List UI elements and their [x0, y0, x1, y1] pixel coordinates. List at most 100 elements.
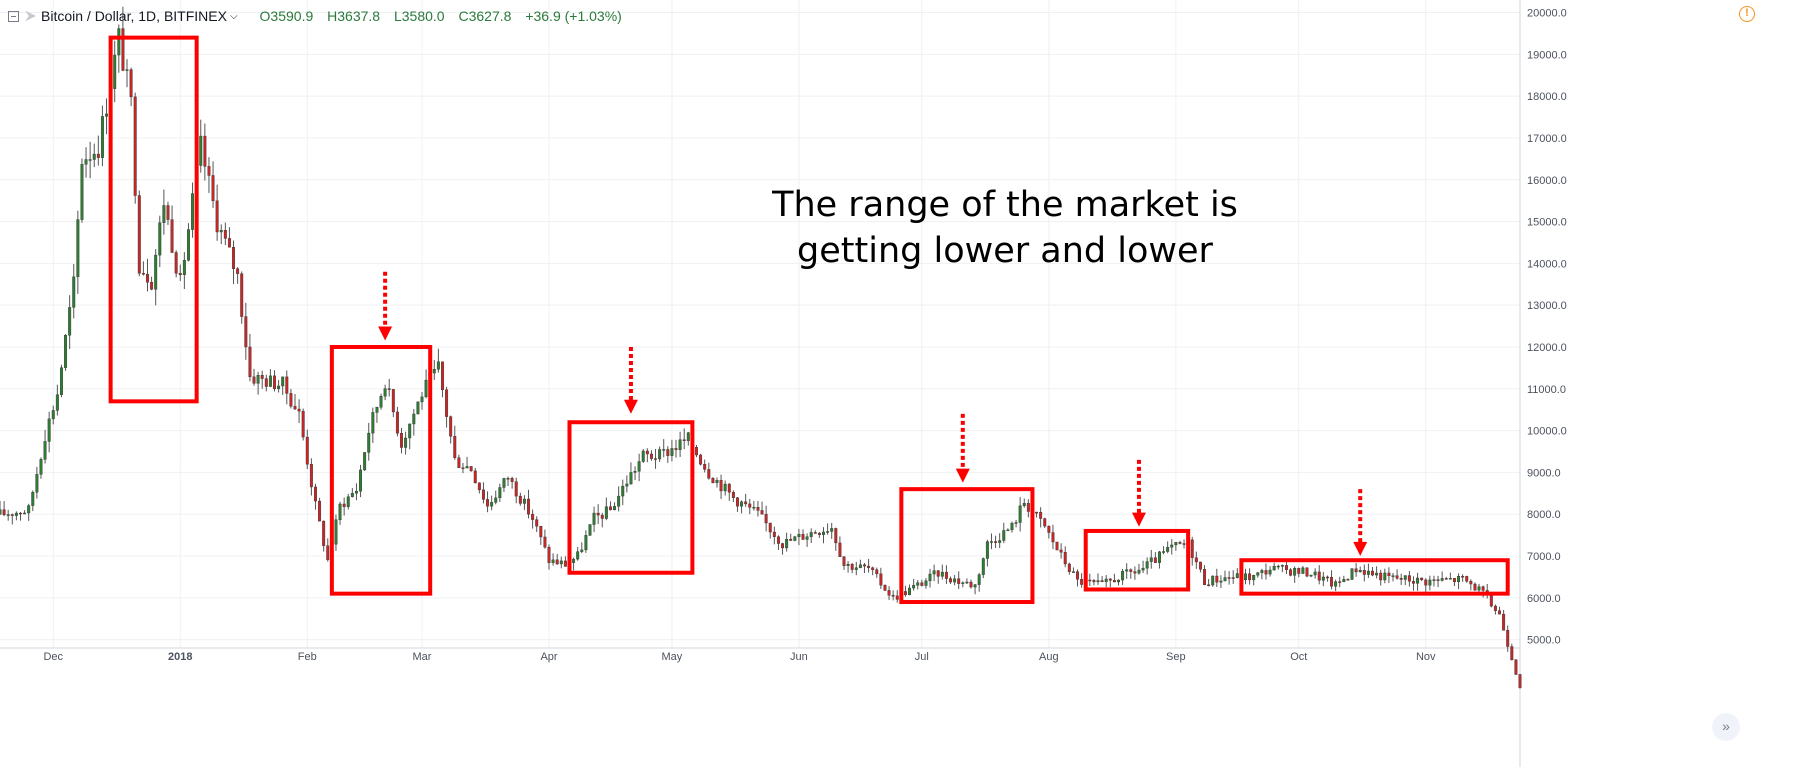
- chevron-down-icon[interactable]: ⌵: [229, 10, 238, 22]
- candle-body: [1346, 579, 1350, 581]
- candle-body: [1112, 580, 1116, 583]
- candle-body: [924, 580, 928, 586]
- candle-body: [977, 574, 981, 585]
- candle-body: [199, 135, 203, 166]
- candle-body: [375, 407, 379, 413]
- candle-body: [1473, 583, 1477, 591]
- candle-body: [973, 584, 977, 588]
- candle-body: [940, 571, 944, 577]
- candle-body: [588, 524, 592, 536]
- candle-body: [146, 273, 149, 283]
- y-tick-label: 19000.0: [1527, 49, 1567, 61]
- candle-body: [772, 531, 776, 537]
- candle-body: [908, 587, 912, 596]
- candle-body: [55, 394, 59, 411]
- candle-body: [994, 541, 998, 543]
- candle-body: [1317, 571, 1321, 581]
- candle-body: [871, 567, 875, 570]
- symbol-icon: [25, 10, 36, 22]
- candle-body: [379, 396, 383, 408]
- candle-body: [486, 499, 490, 507]
- candle-body: [88, 159, 92, 161]
- candle-body: [990, 541, 993, 543]
- candle-body: [1338, 581, 1342, 583]
- candle-body: [830, 528, 834, 532]
- candle-body: [326, 545, 330, 561]
- candle-body: [240, 273, 244, 317]
- candle-body: [649, 453, 653, 459]
- candle-body: [1014, 522, 1018, 524]
- candle-body: [412, 413, 416, 425]
- candle-body: [764, 513, 768, 524]
- candle-body: [1383, 572, 1387, 581]
- candle-body: [318, 500, 322, 522]
- arrow-head: [1353, 541, 1368, 556]
- range-box: [329, 344, 433, 596]
- candle-body: [981, 558, 985, 575]
- candle-body: [506, 478, 510, 480]
- candle-body: [371, 412, 375, 434]
- candle-body: [170, 219, 174, 253]
- candle-body: [1284, 565, 1288, 570]
- low-value: L3580.0: [393, 8, 445, 24]
- candle-body: [1149, 557, 1153, 562]
- candle-body: [674, 448, 678, 450]
- candle-body: [338, 503, 342, 520]
- candle-body: [121, 28, 125, 71]
- candle-body: [985, 541, 989, 559]
- candle-body: [400, 433, 403, 448]
- candle-body: [1514, 659, 1518, 675]
- candle-body: [1170, 544, 1174, 548]
- candle-body: [162, 205, 166, 223]
- candle-body: [416, 401, 420, 415]
- candle-body: [1010, 522, 1014, 531]
- candle-body: [1092, 580, 1096, 583]
- candle-body: [920, 582, 924, 586]
- candle-body: [490, 502, 494, 507]
- candle-body: [559, 560, 563, 565]
- candle-body: [1174, 542, 1178, 546]
- candle-body: [1301, 567, 1305, 574]
- candle-body: [1157, 551, 1161, 563]
- candle-body: [387, 388, 391, 390]
- y-tick-label: 13000.0: [1527, 300, 1567, 312]
- candle-body: [215, 200, 219, 233]
- candle-body: [1047, 525, 1051, 533]
- candle-body: [252, 376, 256, 384]
- candle-body: [547, 546, 551, 563]
- symbol-title[interactable]: Bitcoin / Dollar, 1D, BITFINEX: [41, 8, 227, 24]
- candle-body: [1203, 569, 1206, 586]
- candle-body: [1493, 605, 1497, 611]
- x-tick-label: Oct: [1290, 651, 1307, 663]
- candle-body: [203, 135, 207, 167]
- y-tick-label: 9000.0: [1527, 467, 1561, 479]
- y-tick-label: 8000.0: [1527, 509, 1561, 521]
- candle-body: [723, 483, 727, 492]
- candle-body: [76, 219, 80, 278]
- y-tick-label: 12000.0: [1527, 342, 1567, 354]
- candle-body: [928, 573, 932, 582]
- candle-body: [1297, 568, 1301, 574]
- candle-body: [633, 471, 637, 473]
- warning-icon[interactable]: !: [1739, 6, 1755, 22]
- scroll-to-latest-icon[interactable]: »: [1712, 713, 1740, 741]
- candle-body: [260, 375, 264, 379]
- candle-body: [129, 69, 133, 98]
- candle-body: [1510, 646, 1514, 661]
- candle-body: [1088, 579, 1092, 582]
- candle-body: [178, 273, 182, 276]
- candle-body: [100, 116, 104, 158]
- candle-body: [27, 505, 31, 514]
- candle-body: [1362, 570, 1366, 575]
- candle-body: [682, 439, 686, 441]
- candle-body: [223, 230, 227, 239]
- candle-body: [1145, 561, 1149, 569]
- candle-body: [248, 346, 252, 378]
- collapse-icon[interactable]: [8, 10, 19, 22]
- candle-body: [555, 559, 559, 565]
- candle-body: [391, 389, 395, 413]
- candle-body: [43, 441, 47, 460]
- candle-body: [1313, 571, 1317, 576]
- candle-body: [1276, 565, 1280, 568]
